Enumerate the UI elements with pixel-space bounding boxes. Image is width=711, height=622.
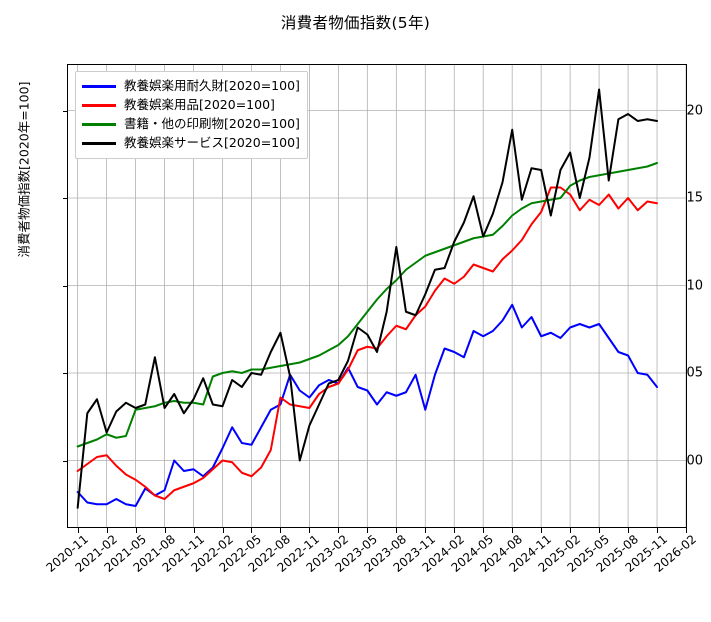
- legend-item-3[interactable]: 書籍・他の印刷物[2020=100]: [82, 115, 300, 134]
- series-line-2: [76, 186, 659, 500]
- x-tick-mark: [164, 528, 166, 533]
- y-tick-mark: [63, 198, 68, 199]
- x-tick-mark: [338, 528, 340, 533]
- x-tick-mark: [570, 528, 572, 533]
- series-line-1: [76, 303, 659, 507]
- legend-color-swatch: [82, 142, 116, 145]
- chart-title: 消費者物価指数(5年): [280, 14, 431, 32]
- y-tick-mark: [63, 460, 68, 462]
- legend-item-2[interactable]: 教養娯楽用品[2020=100]: [82, 96, 300, 115]
- x-tick-mark: [251, 528, 253, 533]
- x-tick-mark: [309, 528, 311, 533]
- legend-color-swatch: [82, 85, 116, 88]
- x-tick-mark: [541, 528, 543, 533]
- legend-item-4[interactable]: 教養娯楽サービス[2020=100]: [82, 134, 300, 153]
- x-tick-mark: [135, 528, 137, 533]
- y-tick-mark: [63, 110, 68, 112]
- legend-item-1[interactable]: 教養娯楽用耐久財[2020=100]: [82, 77, 300, 96]
- x-tick-mark: [686, 528, 687, 533]
- x-tick-mark: [367, 528, 369, 533]
- x-tick-mark: [454, 528, 456, 533]
- chart-legend: 教養娯楽用耐久財[2020=100] 教養娯楽用品[2020=100] 書籍・他の印…: [75, 71, 308, 159]
- legend-item-label: 教養娯楽用耐久財[2020=100]: [124, 78, 300, 94]
- x-tick-mark: [599, 528, 601, 533]
- x-tick-mark: [483, 528, 485, 533]
- x-tick-mark: [77, 528, 79, 533]
- series-line-3: [76, 162, 659, 448]
- x-tick-mark: [222, 528, 224, 533]
- y-axis-label: 消費者物価指数[2020年=100]: [16, 81, 32, 258]
- legend-item-label: 教養娯楽用品[2020=100]: [124, 97, 275, 113]
- x-tick-mark: [193, 528, 195, 533]
- series-line-4: [76, 88, 659, 509]
- legend-color-swatch: [82, 123, 116, 126]
- x-tick-mark: [657, 528, 659, 533]
- x-tick-mark: [280, 528, 282, 533]
- legend-item-label: 書籍・他の印刷物[2020=100]: [124, 116, 300, 132]
- x-tick-mark: [628, 528, 630, 533]
- legend-item-label: 教養娯楽サービス[2020=100]: [124, 135, 300, 151]
- x-tick-mark: [512, 528, 514, 533]
- y-tick-mark: [63, 373, 68, 374]
- legend-color-swatch: [82, 104, 116, 107]
- y-tick-mark: [63, 285, 68, 287]
- x-tick-mark: [106, 528, 108, 533]
- x-tick-mark: [425, 528, 427, 533]
- series-canvas: [68, 65, 686, 527]
- x-tick-mark: [396, 528, 398, 533]
- chart-figure: 消費者物価指数(5年) 消費者物価指数[2020年=100] 100 105 110…: [16, 14, 704, 575]
